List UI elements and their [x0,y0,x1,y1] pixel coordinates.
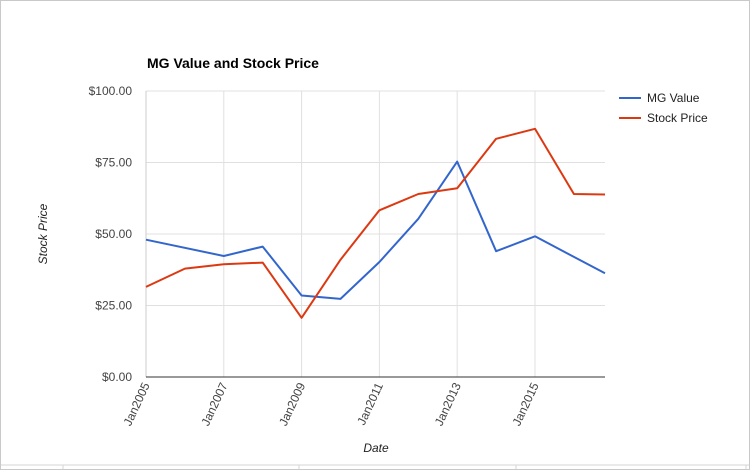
chart-title: MG Value and Stock Price [147,55,319,71]
grid-lines [146,90,605,377]
legend: MG Value Stock Price [619,91,708,125]
y-tick-label: $75.00 [95,156,132,170]
chart-bottom-band [1,464,749,469]
x-tick-label: Jan2009 [276,380,308,428]
x-tick-label: Jan2013 [432,380,464,428]
y-tick-label: $100.00 [89,84,133,98]
axes [145,91,605,378]
tick-labels: $0.00 $25.00 $50.00 $75.00 $100.00 Jan2005 Jan… [89,84,542,428]
x-tick-label: Jan2011 [354,380,386,427]
x-tick-label: Jan2015 [510,380,542,428]
y-axis-title: Stock Price [36,203,50,264]
legend-label-mg-value: MG Value [647,91,700,105]
y-tick-label: $50.00 [95,227,132,241]
y-tick-label: $0.00 [102,370,132,384]
x-axis-title: Date [363,441,389,455]
y-tick-label: $25.00 [95,299,132,313]
x-tick-label: Jan2007 [198,380,230,428]
x-tick-label: Jan2005 [121,380,153,428]
legend-label-stock-price: Stock Price [647,111,708,125]
stock-price-line [145,127,606,319]
mg-value-line [145,160,606,300]
series-lines [145,127,606,319]
